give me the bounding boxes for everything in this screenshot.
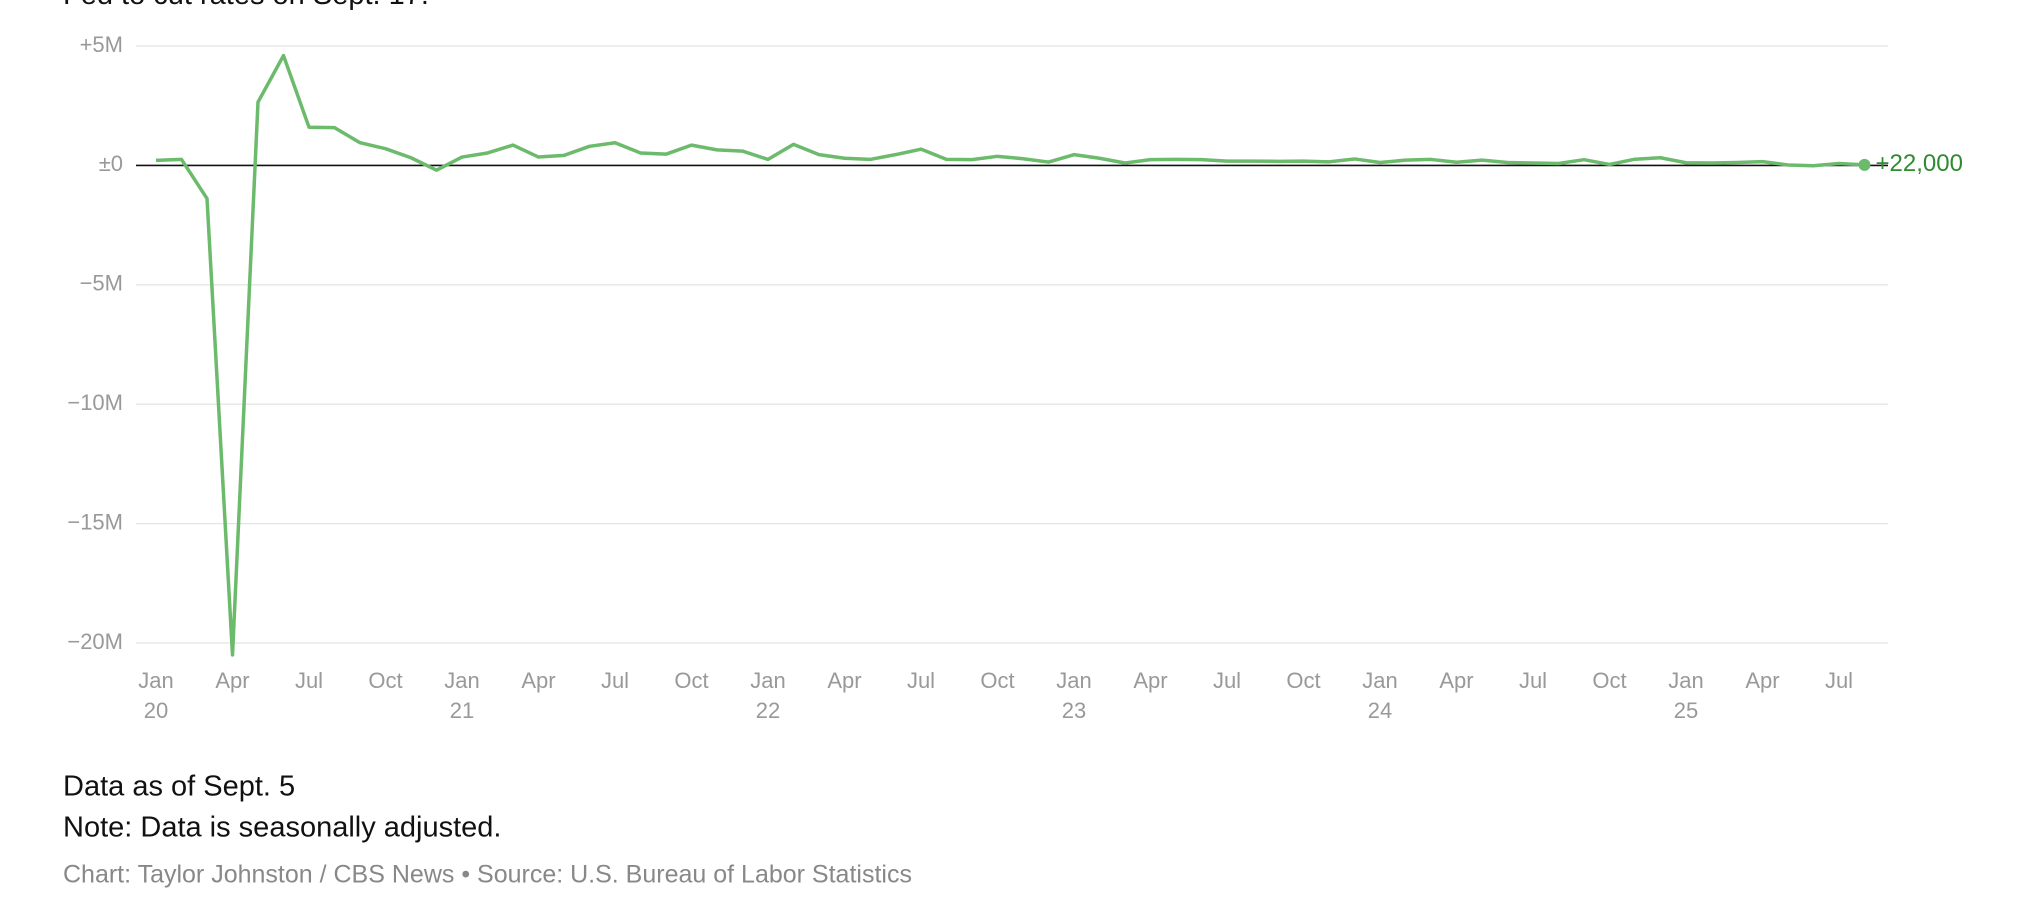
y-tick-label: +5M [80,32,123,57]
series-line [155,53,1865,657]
x-tick-label: Oct [368,668,402,693]
x-tick-label: Jan 20 [138,668,173,723]
x-tick-label: Oct [980,668,1014,693]
x-tick-label: Apr [215,668,249,693]
x-tick-label: Jan 25 [1668,668,1703,723]
x-tick-label: Jul [907,668,935,693]
note: Data as of Sept. 5 [63,771,295,803]
end-label: +22,000 [1876,150,1963,177]
credit: Chart: Taylor Johnston / CBS News • Sour… [63,861,912,889]
x-tick-label: Jan 24 [1362,668,1397,723]
note: Note: Data is seasonally adjusted. [63,812,501,844]
x-tick-label: Jan 21 [444,668,479,723]
y-tick-label: −15M [67,509,123,534]
x-tick-label: Jan 23 [1056,668,1091,723]
x-tick-label: Apr [1745,668,1779,693]
y-tick-label: ±0 [99,151,123,176]
y-tick-label: −20M [67,629,123,654]
x-tick-label: Jul [601,668,629,693]
x-tick-label: Apr [1133,668,1167,693]
x-tick-label: Oct [1286,668,1320,693]
x-tick-label: Jul [295,668,323,693]
y-tick-label: −10M [67,390,123,415]
subtitle: Fed to cut rates on Sept. 17. [63,0,429,11]
end-dot [1858,158,1871,171]
x-tick-label: Apr [827,668,861,693]
x-tick-label: Apr [521,668,555,693]
x-tick-label: Apr [1439,668,1473,693]
x-tick-label: Oct [674,668,708,693]
y-tick-label: −5M [80,271,123,296]
x-tick-label: Jul [1519,668,1547,693]
x-tick-label: Jul [1213,668,1241,693]
x-tick-label: Jan 22 [750,668,785,723]
x-tick-label: Oct [1592,668,1626,693]
x-tick-label: Jul [1825,668,1853,693]
